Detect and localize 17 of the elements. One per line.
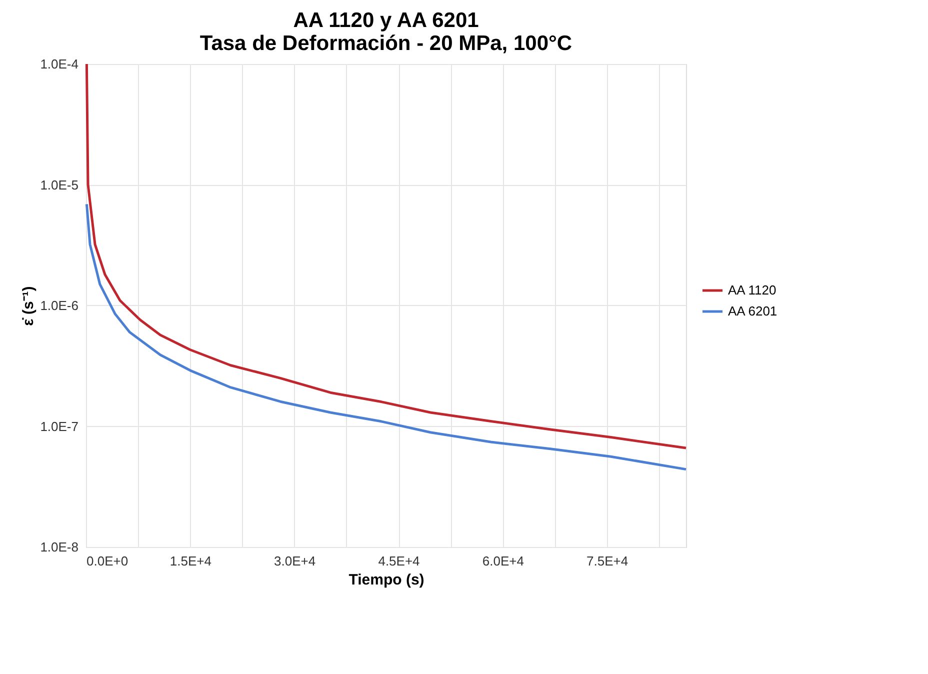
chart-title: AA 1120 y AA 6201 Tasa de Deformación - 20 MPa, 100°C xyxy=(200,9,572,55)
x-tick-label: 7.5E+4 xyxy=(586,554,628,568)
y-tick-label: 1.0E-6 xyxy=(40,298,78,313)
y-tick-label: 1.0E-4 xyxy=(40,56,78,72)
legend-label: AA 1120 xyxy=(728,282,776,298)
x-tick-label: 0.0E+0 xyxy=(86,554,128,568)
x-tick-label: 4.5E+4 xyxy=(378,554,420,568)
x-axis-title: Tiempo (s) xyxy=(348,572,424,588)
y-tick-label: 1.0E-8 xyxy=(40,540,78,554)
x-tick-label: 3.0E+4 xyxy=(274,554,316,568)
x-tick-label: 1.5E+4 xyxy=(170,554,212,568)
y-axis-title: ε̇ (s⁻¹) xyxy=(20,286,38,326)
x-tick-label: 6.0E+4 xyxy=(482,554,524,568)
legend-label: AA 6201 xyxy=(728,304,778,318)
y-tick-label: 1.0E-7 xyxy=(40,418,78,434)
y-tick-label: 1.0E-5 xyxy=(40,177,78,192)
line-series xyxy=(85,202,688,471)
